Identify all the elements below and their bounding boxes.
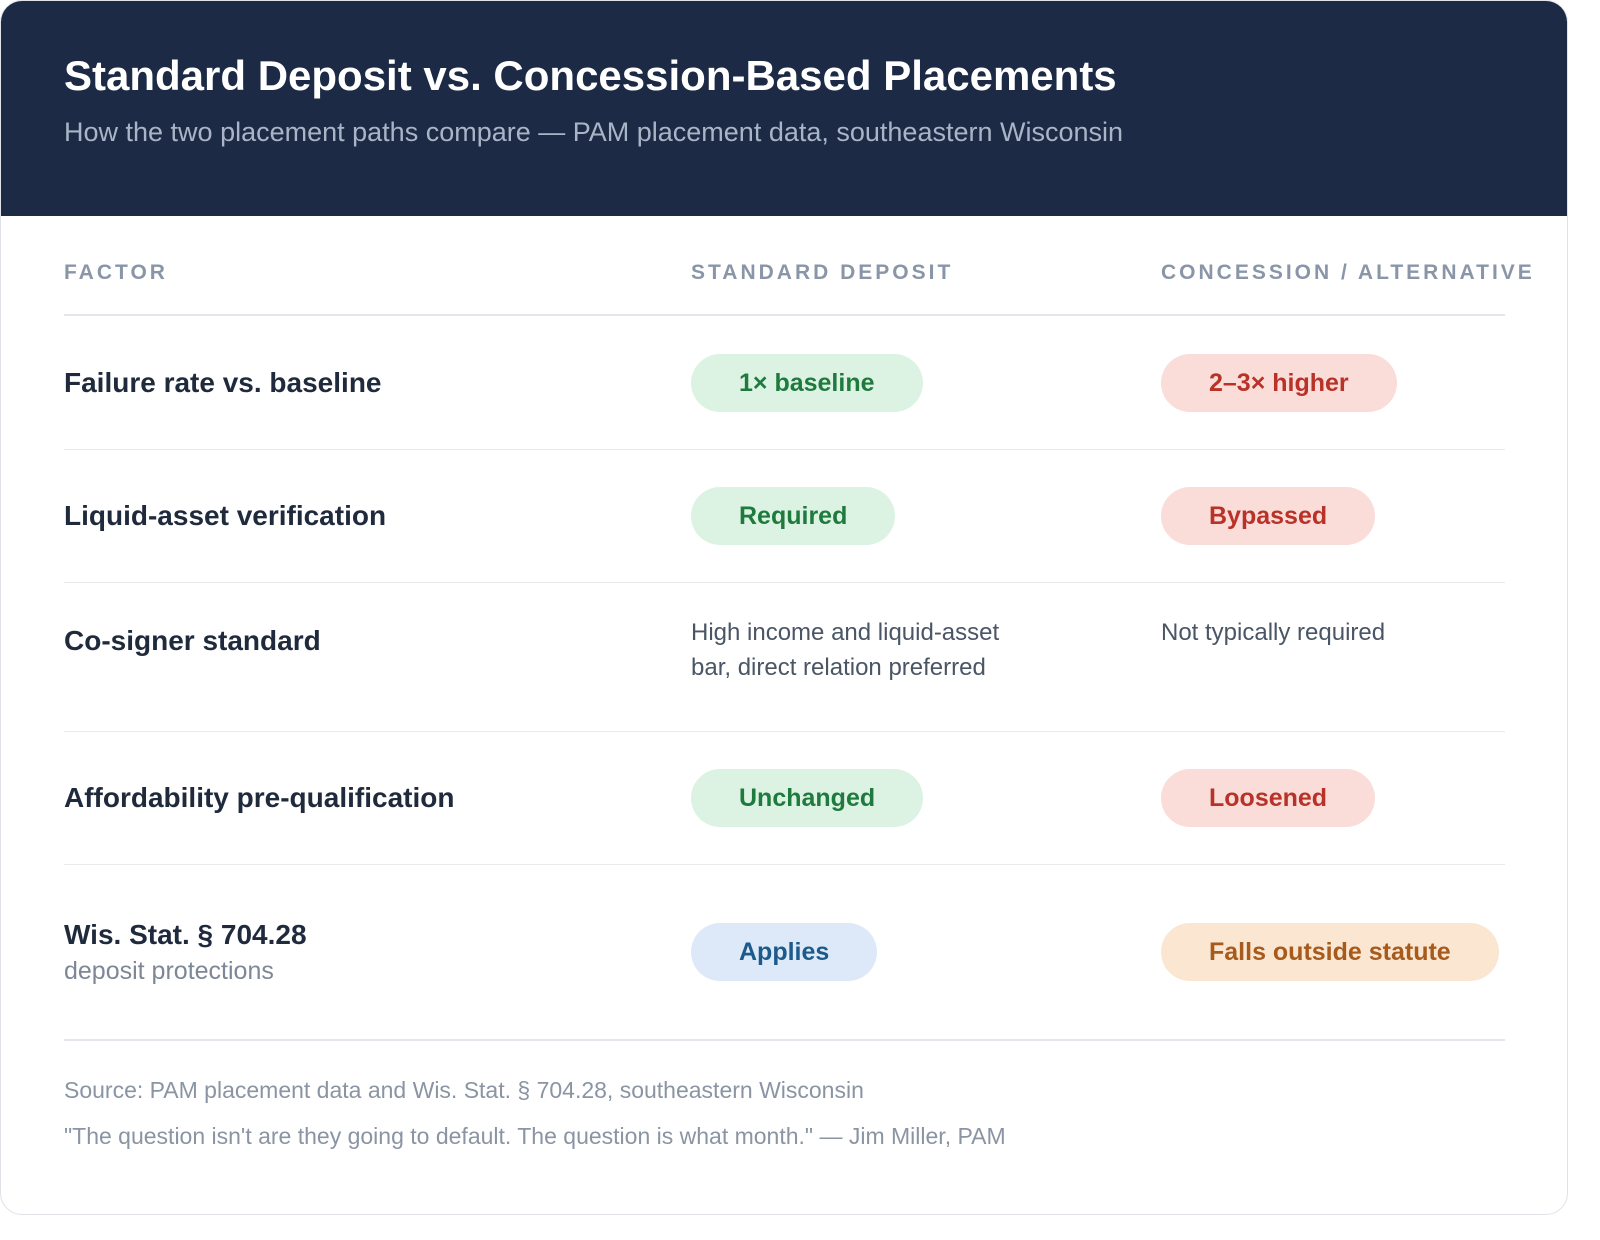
- column-headers: FACTOR STANDARD DEPOSIT CONCESSION / ALTER…: [64, 216, 1532, 316]
- table: FACTOR STANDARD DEPOSIT CONCESSION / ALTER…: [64, 216, 1532, 1041]
- subtitle: How the two placement paths compare — PA…: [64, 117, 1124, 147]
- factor-label: Failure rate vs. baseline: [64, 366, 382, 398]
- factor-label: Co-signer standard: [64, 625, 321, 656]
- factor-label: Liquid-asset verification: [64, 500, 387, 531]
- standard-cell: High income and liquid-asset bar, direct…: [691, 615, 1161, 685]
- standard-cell: Required: [691, 487, 1161, 545]
- concession-cell: 2–3× higher: [1161, 353, 1505, 412]
- standard-cell: Unchanged: [691, 769, 1161, 827]
- factor-cell: Failure rate vs. baseline: [64, 367, 691, 399]
- concession-cell: Loosened: [1161, 769, 1505, 827]
- column-header: FACTOR: [64, 261, 168, 284]
- quote: "The question isn't are they going to de…: [64, 1123, 1006, 1149]
- concession-cell: Bypassed: [1161, 487, 1505, 545]
- table-row: Liquid-asset verification Required Bypasse…: [64, 450, 1505, 583]
- cell-text: High income and liquid-asset bar, direct…: [691, 619, 1000, 681]
- factor-cell: Liquid-asset verification: [64, 500, 691, 532]
- factor-cell: Affordability pre-qualification: [64, 782, 691, 814]
- header: Standard Deposit vs. Concession-Based Pl…: [1, 1, 1567, 216]
- title: Standard Deposit vs. Concession-Based Pl…: [64, 52, 1117, 99]
- column-header: STANDARD DEPOSIT: [691, 261, 954, 284]
- status-badge: 1× baseline: [691, 353, 923, 412]
- table-row: Affordability pre-qualification Unchanged…: [64, 732, 1505, 865]
- source: Source: PAM placement data and Wis. Stat…: [64, 1077, 864, 1103]
- table-row: Failure rate vs. baseline 1× baseline 2–3×…: [64, 316, 1505, 450]
- status-badge: Bypassed: [1161, 487, 1376, 545]
- table-row: Wis. Stat. § 704.28 deposit protections Ap…: [64, 865, 1505, 1041]
- column-header: CONCESSION / ALTERNATIVE: [1161, 261, 1535, 284]
- status-badge: Applies: [691, 923, 878, 981]
- factor-label: Wis. Stat. § 704.28: [64, 918, 307, 950]
- status-badge: Falls outside statute: [1161, 923, 1499, 981]
- factor-cell: Co-signer standard: [64, 615, 691, 657]
- factor-label: Affordability pre-qualification: [64, 782, 455, 813]
- concession-cell: Falls outside statute: [1161, 923, 1505, 981]
- status-badge: Required: [691, 487, 896, 545]
- factor-note: deposit protections: [64, 956, 274, 985]
- status-badge: Loosened: [1161, 769, 1376, 827]
- card: Standard Deposit vs. Concession-Based Pl…: [0, 0, 1568, 1215]
- concession-cell: Not typically required: [1161, 615, 1505, 650]
- status-badge: 2–3× higher: [1161, 353, 1397, 412]
- status-badge: Unchanged: [691, 769, 924, 827]
- footer: Source: PAM placement data and Wis. Stat…: [64, 1077, 1504, 1150]
- cell-text: Not typically required: [1161, 619, 1386, 646]
- standard-cell: Applies: [691, 923, 1161, 981]
- standard-cell: 1× baseline: [691, 353, 1161, 412]
- table-row: Co-signer standard High income and liquid…: [64, 583, 1505, 732]
- factor-cell: Wis. Stat. § 704.28 deposit protections: [64, 919, 691, 986]
